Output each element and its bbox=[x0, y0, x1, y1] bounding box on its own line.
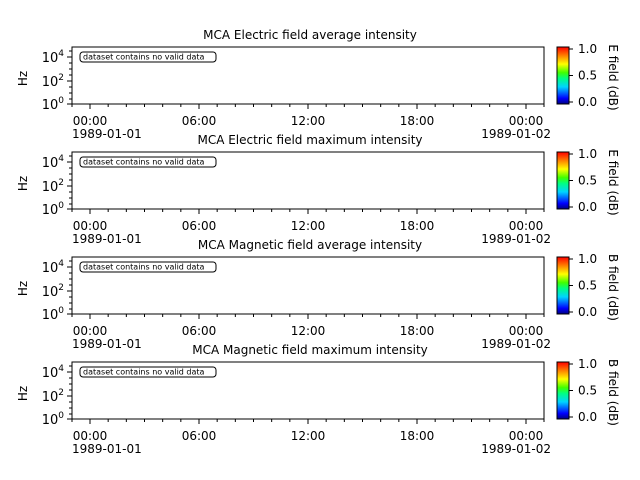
x-tick-label: 12:00 bbox=[291, 324, 326, 338]
chart-panel-1: MCA Electric field average intensity data… bbox=[16, 28, 620, 141]
x-tick-label: 12:00 bbox=[291, 219, 326, 233]
annotation-box bbox=[79, 51, 217, 63]
no-data-annotation: dataset contains no valid data bbox=[83, 53, 205, 62]
colorbar-tick-label: 0.0 bbox=[578, 305, 597, 319]
annotation-box bbox=[79, 156, 217, 168]
colorbar bbox=[556, 256, 570, 315]
chart-title: MCA Magnetic field average intensity bbox=[198, 238, 422, 252]
x-tick-label: 00:00 bbox=[73, 219, 108, 233]
y-tick-label: 104 bbox=[42, 154, 65, 171]
x-end-date: 1989-01-02 bbox=[481, 232, 551, 246]
x-tick-label: 00:00 bbox=[509, 114, 544, 128]
annotation-box bbox=[79, 261, 217, 273]
x-tick-label: 00:00 bbox=[509, 429, 544, 443]
y-tick-label: 102 bbox=[42, 73, 64, 90]
y-axis-label: Hz bbox=[16, 176, 30, 191]
y-tick-label: 104 bbox=[42, 259, 65, 276]
no-data-annotation: dataset contains no valid data bbox=[83, 263, 205, 272]
x-tick-label: 18:00 bbox=[400, 114, 435, 128]
colorbar-tick-label: 0.0 bbox=[578, 95, 597, 109]
y-tick-label: 100 bbox=[42, 306, 65, 323]
colorbar-label: E field (dB) bbox=[606, 44, 620, 110]
x-tick-label: 12:00 bbox=[291, 114, 326, 128]
y-tick-label: 102 bbox=[42, 388, 64, 405]
y-tick-label: 100 bbox=[42, 96, 65, 113]
chart-panel-3: MCA Magnetic field average intensity data… bbox=[16, 238, 620, 351]
x-tick-label: 18:00 bbox=[400, 429, 435, 443]
no-data-annotation: dataset contains no valid data bbox=[83, 158, 205, 167]
x-start-date: 1989-01-01 bbox=[72, 442, 142, 456]
y-tick-label: 102 bbox=[42, 178, 64, 195]
x-tick-label: 00:00 bbox=[73, 429, 108, 443]
colorbar-tick-label: 1.0 bbox=[578, 357, 597, 371]
y-tick-label: 104 bbox=[42, 49, 65, 66]
x-start-date: 1989-01-01 bbox=[72, 232, 142, 246]
colorbar-tick-label: 0.0 bbox=[578, 410, 597, 424]
x-start-date: 1989-01-01 bbox=[72, 337, 142, 351]
colorbar-tick-label: 1.0 bbox=[578, 147, 597, 161]
colorbar-tick-label: 0.5 bbox=[578, 69, 597, 83]
x-tick-label: 00:00 bbox=[73, 114, 108, 128]
chart-title: MCA Magnetic field maximum intensity bbox=[192, 343, 428, 357]
colorbar bbox=[556, 361, 570, 420]
colorbar-label: B field (dB) bbox=[606, 359, 620, 426]
colorbar-tick-label: 0.5 bbox=[578, 384, 597, 398]
chart-panel-4: MCA Magnetic field maximum intensity data… bbox=[16, 343, 620, 456]
no-data-annotation: dataset contains no valid data bbox=[83, 368, 205, 377]
y-tick-label: 100 bbox=[42, 411, 65, 428]
chart-title: MCA Electric field maximum intensity bbox=[197, 133, 422, 147]
colorbar bbox=[556, 46, 570, 105]
x-tick-label: 00:00 bbox=[509, 219, 544, 233]
x-tick-label: 00:00 bbox=[509, 324, 544, 338]
y-axis-label: Hz bbox=[16, 281, 30, 296]
x-end-date: 1989-01-02 bbox=[481, 337, 551, 351]
x-tick-label: 18:00 bbox=[400, 324, 435, 338]
x-tick-label: 06:00 bbox=[182, 219, 217, 233]
colorbar bbox=[556, 151, 570, 210]
x-tick-label: 06:00 bbox=[182, 114, 217, 128]
y-tick-label: 104 bbox=[42, 364, 65, 381]
colorbar-tick-label: 0.0 bbox=[578, 200, 597, 214]
y-axis-label: Hz bbox=[16, 386, 30, 401]
x-tick-label: 06:00 bbox=[182, 429, 217, 443]
colorbar-label: B field (dB) bbox=[606, 254, 620, 321]
x-tick-label: 18:00 bbox=[400, 219, 435, 233]
chart-panel-2: MCA Electric field maximum intensity data… bbox=[16, 133, 620, 246]
colorbar-tick-label: 0.5 bbox=[578, 279, 597, 293]
y-tick-label: 100 bbox=[42, 201, 65, 218]
x-tick-label: 12:00 bbox=[291, 429, 326, 443]
x-start-date: 1989-01-01 bbox=[72, 127, 142, 141]
x-end-date: 1989-01-02 bbox=[481, 127, 551, 141]
x-end-date: 1989-01-02 bbox=[481, 442, 551, 456]
y-tick-label: 102 bbox=[42, 283, 64, 300]
x-tick-label: 06:00 bbox=[182, 324, 217, 338]
annotation-box bbox=[79, 366, 217, 378]
colorbar-tick-label: 1.0 bbox=[578, 252, 597, 266]
colorbar-tick-label: 0.5 bbox=[578, 174, 597, 188]
x-tick-label: 00:00 bbox=[73, 324, 108, 338]
chart-title: MCA Electric field average intensity bbox=[203, 28, 417, 42]
colorbar-tick-label: 1.0 bbox=[578, 42, 597, 56]
y-axis-label: Hz bbox=[16, 71, 30, 86]
colorbar-label: E field (dB) bbox=[606, 149, 620, 215]
